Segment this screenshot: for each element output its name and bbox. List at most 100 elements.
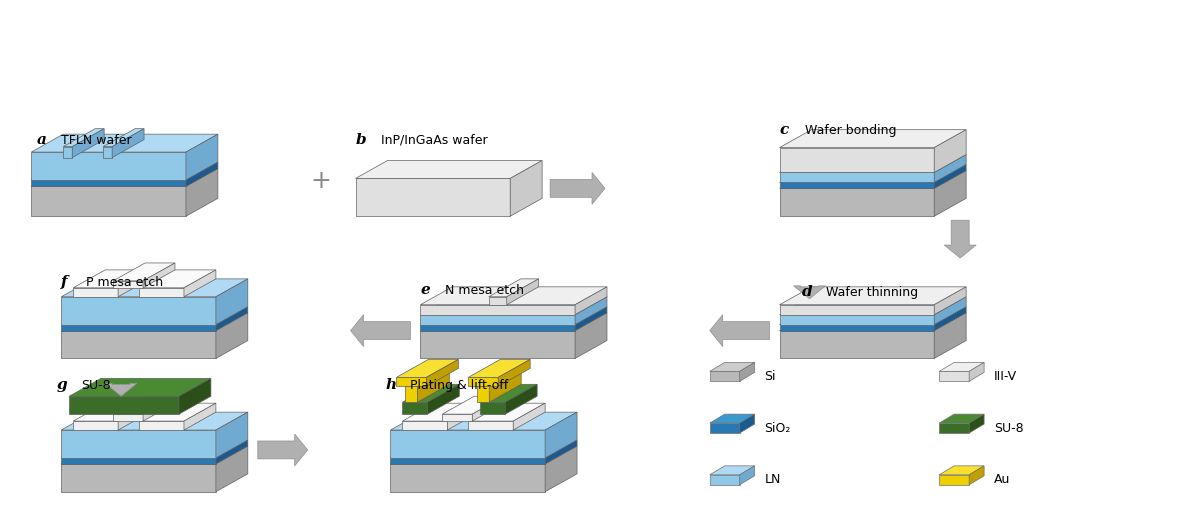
Polygon shape [545, 440, 577, 464]
Polygon shape [139, 270, 216, 288]
Polygon shape [498, 359, 530, 386]
Polygon shape [73, 421, 118, 430]
Polygon shape [216, 307, 248, 331]
Text: TFLN wafer: TFLN wafer [61, 133, 132, 147]
Polygon shape [780, 189, 935, 216]
Polygon shape [935, 307, 966, 331]
Polygon shape [490, 368, 521, 402]
Polygon shape [139, 288, 184, 297]
Polygon shape [103, 147, 112, 157]
Text: Plating & lift-off: Plating & lift-off [410, 379, 509, 392]
Polygon shape [61, 279, 248, 297]
Polygon shape [427, 384, 460, 414]
Polygon shape [443, 414, 473, 421]
Polygon shape [402, 402, 427, 414]
Polygon shape [186, 162, 218, 187]
Text: f: f [61, 275, 67, 289]
Polygon shape [505, 384, 538, 414]
Text: a: a [36, 132, 46, 147]
Polygon shape [545, 446, 577, 492]
Text: Wafer thinning: Wafer thinning [827, 286, 918, 299]
Text: SU-8: SU-8 [82, 379, 110, 392]
Polygon shape [780, 130, 966, 148]
Polygon shape [940, 371, 970, 381]
Polygon shape [944, 220, 976, 258]
Text: LN: LN [764, 473, 781, 486]
Polygon shape [420, 307, 607, 324]
Polygon shape [448, 403, 479, 430]
Polygon shape [575, 287, 607, 315]
Polygon shape [935, 287, 966, 315]
Polygon shape [31, 162, 218, 180]
Polygon shape [970, 414, 984, 433]
Polygon shape [739, 414, 755, 433]
Polygon shape [258, 434, 307, 466]
Polygon shape [61, 331, 216, 358]
Polygon shape [184, 270, 216, 297]
Polygon shape [61, 313, 248, 331]
Polygon shape [31, 134, 218, 152]
Polygon shape [780, 315, 935, 324]
Text: h: h [385, 378, 397, 392]
Polygon shape [426, 359, 458, 386]
Polygon shape [64, 129, 104, 147]
Polygon shape [709, 475, 739, 485]
Polygon shape [31, 187, 186, 216]
Polygon shape [216, 412, 248, 458]
Polygon shape [396, 359, 458, 377]
Polygon shape [216, 440, 248, 464]
Polygon shape [70, 396, 179, 414]
Polygon shape [216, 279, 248, 324]
Polygon shape [709, 414, 755, 423]
Polygon shape [420, 315, 575, 324]
Polygon shape [514, 403, 545, 430]
Polygon shape [780, 331, 935, 358]
Polygon shape [355, 178, 510, 216]
Polygon shape [402, 403, 479, 421]
Polygon shape [506, 279, 539, 305]
Polygon shape [420, 305, 575, 315]
Polygon shape [61, 446, 248, 464]
Polygon shape [940, 475, 970, 485]
Polygon shape [970, 466, 984, 485]
Polygon shape [709, 362, 755, 371]
Polygon shape [61, 412, 248, 430]
Polygon shape [780, 324, 935, 331]
Polygon shape [420, 297, 607, 315]
Polygon shape [390, 440, 577, 458]
Polygon shape [780, 165, 966, 182]
Polygon shape [61, 440, 248, 458]
Polygon shape [103, 129, 144, 147]
Polygon shape [139, 421, 184, 430]
Polygon shape [118, 270, 150, 297]
Polygon shape [468, 403, 545, 421]
Polygon shape [61, 324, 216, 331]
Polygon shape [113, 263, 175, 281]
Polygon shape [780, 297, 966, 315]
Polygon shape [31, 180, 186, 187]
Polygon shape [780, 287, 966, 305]
Polygon shape [355, 160, 542, 178]
Polygon shape [473, 396, 504, 421]
Polygon shape [73, 270, 150, 288]
Polygon shape [143, 396, 175, 421]
Polygon shape [406, 368, 449, 386]
Polygon shape [70, 378, 211, 396]
Polygon shape [575, 313, 607, 358]
Polygon shape [970, 362, 984, 381]
Text: Wafer bonding: Wafer bonding [804, 124, 896, 136]
Polygon shape [940, 414, 984, 423]
Polygon shape [488, 279, 539, 297]
Polygon shape [935, 130, 966, 172]
Text: InP/InGaAs wafer: InP/InGaAs wafer [380, 133, 487, 147]
Polygon shape [402, 384, 460, 402]
Polygon shape [468, 421, 514, 430]
Polygon shape [480, 402, 505, 414]
Polygon shape [780, 172, 935, 182]
Polygon shape [480, 384, 538, 402]
Text: Si: Si [764, 370, 776, 383]
Polygon shape [61, 464, 216, 492]
Polygon shape [350, 315, 410, 346]
Polygon shape [420, 331, 575, 358]
Polygon shape [112, 129, 144, 157]
